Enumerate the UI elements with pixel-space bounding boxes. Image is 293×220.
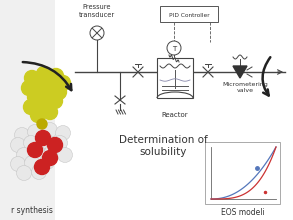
Text: Reactor: Reactor xyxy=(162,112,188,118)
Circle shape xyxy=(40,86,54,101)
Circle shape xyxy=(16,165,32,180)
Circle shape xyxy=(42,150,57,165)
Circle shape xyxy=(37,119,47,129)
Circle shape xyxy=(23,99,38,114)
Circle shape xyxy=(90,26,104,40)
Circle shape xyxy=(35,97,50,112)
Circle shape xyxy=(52,84,67,99)
Circle shape xyxy=(45,79,60,94)
Text: PID Controller: PID Controller xyxy=(169,13,209,18)
Circle shape xyxy=(11,138,25,152)
Circle shape xyxy=(11,156,25,172)
Circle shape xyxy=(23,136,38,150)
Circle shape xyxy=(37,66,52,81)
Circle shape xyxy=(42,104,57,119)
Circle shape xyxy=(45,145,59,160)
Circle shape xyxy=(35,130,50,145)
Circle shape xyxy=(40,154,54,169)
Circle shape xyxy=(47,94,62,108)
Text: EOS modeli: EOS modeli xyxy=(221,208,264,217)
Bar xyxy=(55,0,293,220)
Circle shape xyxy=(33,77,49,92)
Bar xyxy=(205,142,280,204)
Circle shape xyxy=(167,41,181,55)
Text: T: T xyxy=(172,46,176,52)
Circle shape xyxy=(32,165,47,180)
Circle shape xyxy=(30,108,45,123)
Bar xyxy=(160,6,218,22)
Circle shape xyxy=(42,123,57,138)
Bar xyxy=(157,58,193,98)
Text: solubility: solubility xyxy=(139,147,187,157)
Text: Determination of: Determination of xyxy=(119,135,207,145)
Circle shape xyxy=(49,68,64,84)
Circle shape xyxy=(21,81,37,95)
Circle shape xyxy=(30,145,45,161)
Circle shape xyxy=(47,138,62,152)
Circle shape xyxy=(25,156,40,170)
Text: Pressure
transducer: Pressure transducer xyxy=(79,4,115,18)
Circle shape xyxy=(14,128,30,143)
Circle shape xyxy=(16,147,32,163)
Circle shape xyxy=(28,125,42,139)
Circle shape xyxy=(55,125,71,141)
Text: r synthesis: r synthesis xyxy=(11,206,53,215)
Circle shape xyxy=(38,134,54,148)
Text: Micrometering
valve: Micrometering valve xyxy=(222,82,268,93)
Circle shape xyxy=(25,70,40,86)
Circle shape xyxy=(55,75,71,90)
Circle shape xyxy=(57,147,72,163)
Circle shape xyxy=(52,136,67,150)
Circle shape xyxy=(35,160,50,174)
Circle shape xyxy=(28,143,42,158)
Circle shape xyxy=(28,90,42,104)
Polygon shape xyxy=(233,66,247,78)
